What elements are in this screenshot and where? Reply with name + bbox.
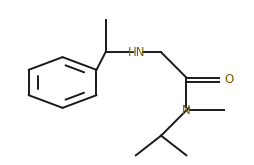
Text: N: N [182,104,191,117]
Text: O: O [224,73,233,86]
Text: HN: HN [128,46,146,59]
